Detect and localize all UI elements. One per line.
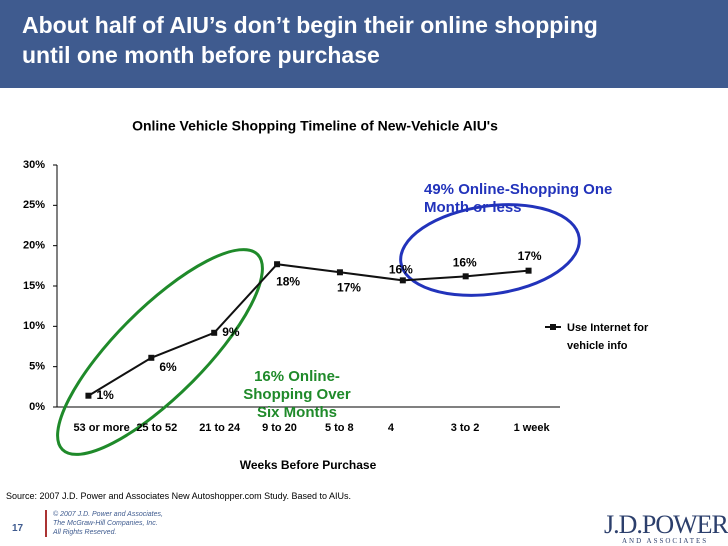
logo-subtitle: AND ASSOCIATES	[622, 537, 709, 545]
legend-marker	[550, 324, 556, 330]
data-label: 9%	[222, 325, 240, 339]
x-axis-label: Weeks Before Purchase	[240, 458, 377, 472]
x-tick-label: 4	[387, 422, 394, 434]
y-tick-label: 0%	[29, 401, 45, 413]
copyright-line: The McGraw-Hill Companies, Inc.	[53, 520, 158, 527]
header: About half of AIU’s don’t begin their on…	[0, 0, 728, 88]
data-label: 17%	[337, 280, 361, 294]
y-tick-label: 30%	[23, 159, 45, 171]
point-marker	[274, 261, 281, 268]
data-label: 6%	[159, 360, 177, 374]
series-line	[87, 263, 529, 397]
data-label: 1%	[96, 388, 114, 402]
data-label: 16%	[453, 255, 477, 269]
x-tick-label: 3 to 2	[450, 422, 480, 434]
y-tick-label: 25%	[23, 199, 45, 211]
source: Source: 2007 J.D. Power and Associates N…	[6, 491, 352, 501]
logo: J.D.POWER	[604, 510, 728, 539]
copyright-line: All Rights Reserved.	[53, 529, 117, 536]
heading: About half of AIU’s don’t begin their on…	[22, 12, 598, 68]
highlight-ellipse	[56, 248, 264, 456]
y-tick-label: 15%	[23, 280, 45, 292]
data-label: 17%	[518, 249, 542, 263]
x-tick-label: 21 to 24	[199, 422, 241, 434]
point-marker	[85, 392, 92, 399]
chart-title: Online Vehicle Shopping Timeline of New-…	[132, 118, 498, 134]
y-tick-label: 10%	[23, 320, 45, 332]
x-tick-label: 25 to 52	[136, 422, 178, 434]
x-tick-label: 9 to 20	[262, 422, 297, 434]
data-label: 18%	[276, 274, 300, 288]
point-marker	[399, 277, 406, 284]
point-marker	[211, 329, 218, 336]
x-tick-label: 1 week	[513, 422, 550, 434]
data-label: 16%	[389, 263, 413, 277]
annotation: 49% Online-Shopping One Month or less	[424, 181, 613, 216]
copyright: © 2007 J.D. Power and Associates, The Mc…	[45, 510, 163, 537]
point-marker	[336, 269, 343, 276]
y-tick-label: 20%	[23, 240, 45, 252]
legend-label: Use Internet for vehicle info	[567, 322, 649, 352]
point-marker	[525, 267, 532, 274]
x-tick-label: 5 to 8	[324, 422, 354, 434]
point-marker	[148, 354, 155, 361]
y-tick-label: 5%	[29, 361, 45, 373]
footer: 17 © 2007 J.D. Power and Associates, The…	[0, 506, 728, 546]
highlight-ellipse	[399, 203, 581, 297]
page-number: 17	[12, 523, 24, 534]
x-tick-label: 53 or more	[73, 422, 130, 434]
copyright-line: © 2007 J.D. Power and Associates,	[53, 511, 163, 518]
point-marker	[462, 273, 469, 280]
annotation: 16% Online-Shopping Over Six Months	[243, 368, 351, 421]
